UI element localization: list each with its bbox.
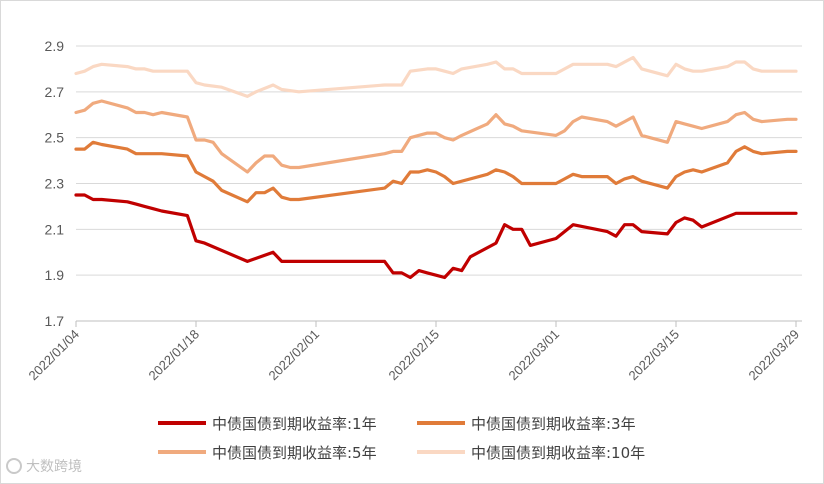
- x-tick-label: 2022/03/01: [505, 327, 562, 384]
- brand-logo-icon: [6, 458, 22, 474]
- x-tick-label: 2022/02/01: [265, 327, 322, 384]
- legend-label: 中债国债到期收益率:10年: [471, 444, 645, 462]
- y-axis-tick-labels: 1.7 1.9 2.1 2.3 2.5 2.7 2.9: [45, 38, 65, 329]
- y-tick-label: 2.9: [45, 38, 65, 54]
- x-axis: 2022/01/04 2022/01/18 2022/02/01 2022/02/15…: [25, 320, 802, 384]
- watermark: 大数跨境: [6, 456, 82, 476]
- y-tick-label: 2.5: [45, 130, 65, 146]
- x-tick-label: 2022/01/04: [25, 327, 82, 384]
- series-lines: [74, 55, 798, 280]
- y-tick-label: 1.7: [45, 313, 65, 329]
- legend-label: 中债国债到期收益率:3年: [471, 415, 636, 433]
- y-tick-label: 2.7: [45, 84, 65, 100]
- gridlines: [76, 45, 802, 276]
- x-tick-label: 2022/03/29: [745, 327, 802, 384]
- series-line-2: [74, 140, 798, 204]
- series-line-1: [74, 193, 798, 280]
- y-tick-label: 1.9: [45, 267, 65, 283]
- x-tick-label: 2022/02/15: [385, 327, 442, 384]
- x-tick-label: 2022/01/18: [145, 327, 202, 384]
- series-line-4: [74, 55, 798, 98]
- series-line-3: [74, 99, 798, 174]
- y-tick-label: 2.1: [45, 221, 65, 237]
- watermark-text: 大数跨境: [26, 459, 82, 475]
- legend-label: 中债国债到期收益率:1年: [212, 415, 377, 433]
- legend-label: 中债国债到期收益率:5年: [212, 444, 377, 462]
- y-tick-label: 2.3: [45, 176, 65, 192]
- x-tick-label: 2022/03/15: [625, 327, 682, 384]
